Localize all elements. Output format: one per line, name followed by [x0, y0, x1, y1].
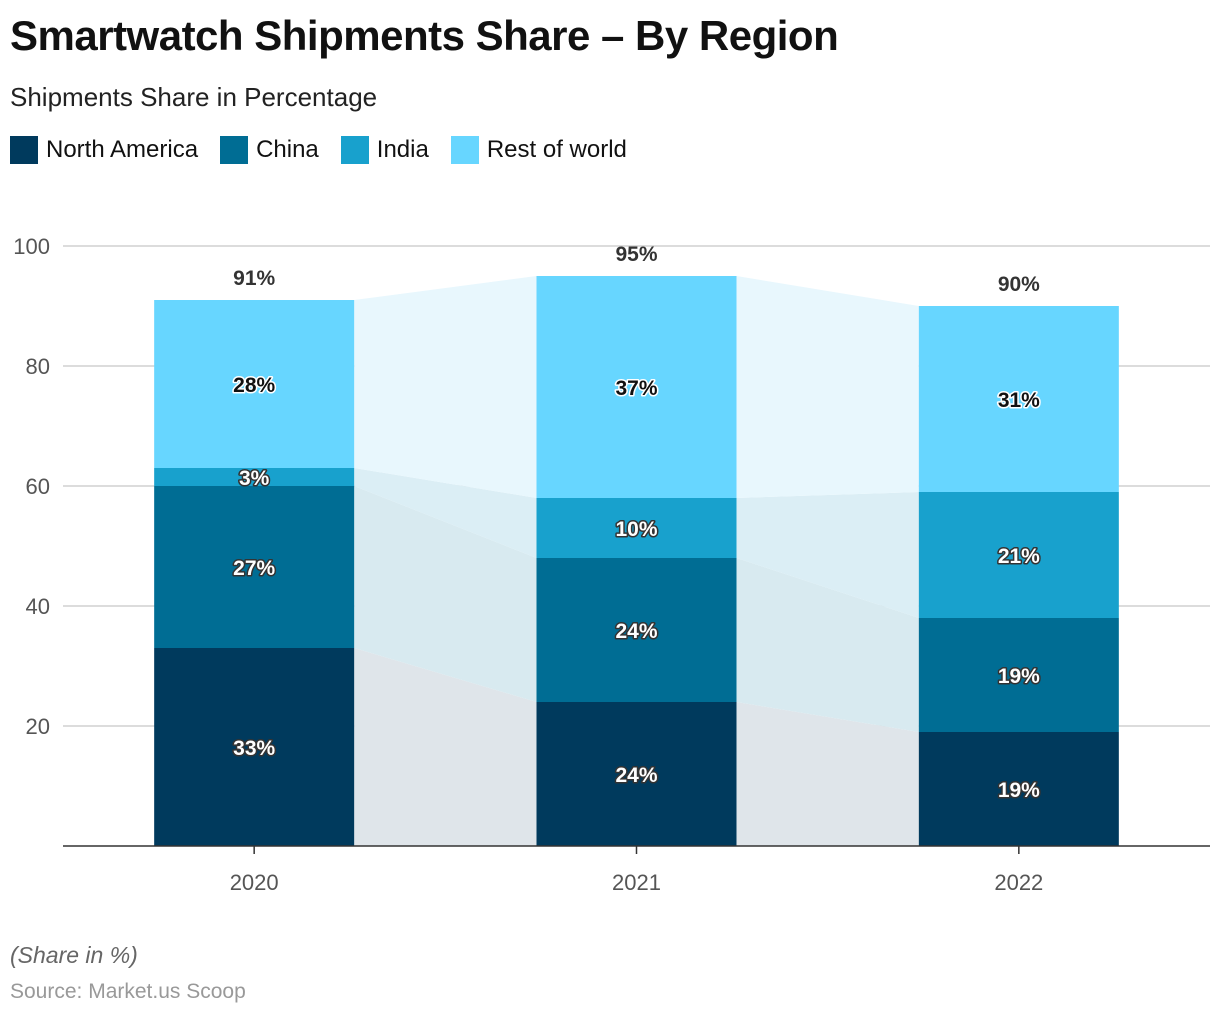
y-tick-label: 80: [26, 354, 50, 379]
chart-source: Source: Market.us Scoop: [10, 980, 246, 1003]
legend-swatch: [10, 136, 38, 164]
total-label: 91%: [233, 267, 275, 290]
legend-item-rest-of-world[interactable]: Rest of world: [450, 136, 627, 164]
data-label: 33%: [233, 737, 275, 760]
bar-segment: [536, 702, 737, 846]
data-label: 21%: [998, 545, 1040, 568]
data-label: 3%: [239, 467, 270, 490]
chart-title: Smartwatch Shipments Share – By Region: [10, 12, 839, 59]
x-tick-label: 2020: [230, 870, 279, 895]
data-label: 10%: [615, 518, 657, 541]
legend-swatch: [220, 136, 249, 164]
legend-item-china[interactable]: China: [220, 136, 319, 164]
x-tick-label: 2021: [612, 870, 661, 895]
data-label: 24%: [615, 764, 657, 787]
data-label: 19%: [998, 665, 1040, 688]
bar-segment: [918, 618, 1119, 732]
bar-segment: [154, 300, 355, 468]
connector-area: [354, 468, 537, 558]
legend: North America China India Rest of world: [10, 136, 627, 164]
total-label: 90%: [998, 273, 1040, 296]
bar-segment: [154, 486, 355, 648]
legend-label: India: [376, 136, 429, 163]
connector-area: [736, 558, 919, 732]
data-label: 19%: [998, 779, 1040, 802]
y-tick-label: 60: [26, 474, 50, 499]
bar-segment: [154, 468, 355, 486]
y-tick-label: 100: [13, 234, 50, 259]
connector-area: [736, 492, 919, 618]
x-tick-label: 2022: [994, 870, 1043, 895]
total-label: 95%: [615, 243, 657, 266]
connector-area: [736, 702, 919, 846]
data-label: 24%: [615, 620, 657, 643]
legend-swatch: [340, 136, 369, 164]
data-label: 27%: [233, 557, 275, 580]
bar-segment: [918, 492, 1119, 618]
legend-label: Rest of world: [486, 136, 627, 163]
data-label: 31%: [998, 389, 1040, 412]
bar-segment: [154, 648, 355, 846]
legend-swatch: [450, 136, 479, 164]
legend-item-north-america[interactable]: North America: [10, 136, 198, 164]
connector-area: [736, 276, 919, 498]
connector-area: [354, 648, 537, 846]
connector-area: [354, 486, 537, 702]
bar-segment: [536, 276, 737, 498]
legend-label: North America: [46, 136, 199, 163]
y-tick-label: 40: [26, 594, 50, 619]
data-label: 37%: [615, 377, 657, 400]
bar-segment: [536, 558, 737, 702]
bar-segment: [536, 498, 737, 558]
bar-segment: [918, 732, 1119, 846]
data-label: 28%: [233, 374, 275, 397]
chart-note: (Share in %): [10, 942, 138, 968]
legend-item-india[interactable]: India: [340, 136, 429, 164]
y-tick-label: 20: [26, 714, 50, 739]
bar-segment: [918, 306, 1119, 492]
chart-subtitle: Shipments Share in Percentage: [10, 82, 378, 112]
legend-label: China: [256, 136, 319, 163]
connector-area: [354, 276, 537, 498]
